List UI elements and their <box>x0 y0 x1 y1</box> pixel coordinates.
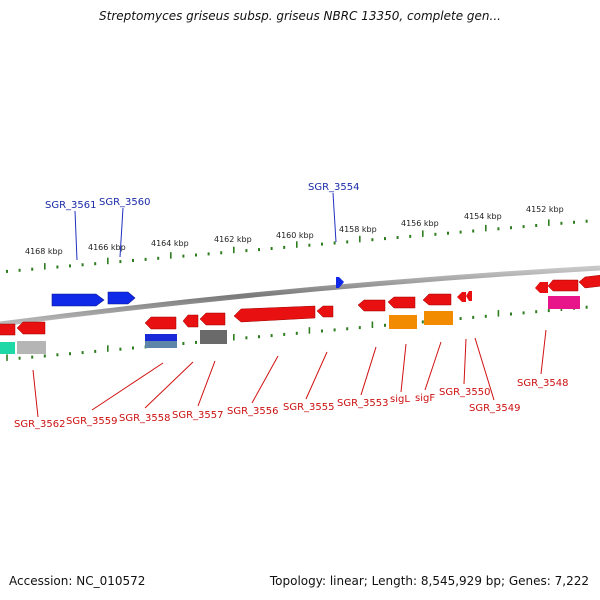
gene-SGR_3549[interactable] <box>466 291 472 301</box>
kbp-label: 4158 kbp <box>339 225 377 234</box>
scale-track-top <box>6 219 588 273</box>
gene-SGR_3548b[interactable] <box>547 279 579 292</box>
gene-label-SGR_3557[interactable]: SGR_3557 <box>172 410 224 421</box>
leader-line <box>360 346 377 396</box>
feature-blocks <box>0 296 580 354</box>
leader-line <box>305 351 328 400</box>
feature-block-orange-1[interactable] <box>389 315 417 329</box>
kbp-label: 4162 kbp <box>214 235 252 244</box>
gene-label-SGR_3550[interactable]: SGR_3550 <box>439 387 491 398</box>
genome-backbone <box>0 265 600 327</box>
gene-label-SGR_3560[interactable]: SGR_3560 <box>99 197 151 208</box>
kbp-label: 4156 kbp <box>401 219 439 228</box>
feature-block-grey-light[interactable] <box>17 341 46 354</box>
leader-line <box>540 329 547 375</box>
feature-block-slate[interactable] <box>145 341 177 348</box>
gene-label-SGR_3558[interactable]: SGR_3558 <box>119 413 171 424</box>
gene-label-SGR_3555[interactable]: SGR_3555 <box>283 402 335 413</box>
map-title: Streptomyces griseus subsp. griseus NBRC… <box>99 9 501 23</box>
gene-label-SGR_3556[interactable]: SGR_3556 <box>227 406 279 417</box>
gene-SGR_3556[interactable] <box>233 305 316 323</box>
kbp-labels: 4168 kbp 4166 kbp 4164 kbp 4162 kbp 4160… <box>25 205 564 256</box>
gene-label-SGR_3562[interactable]: SGR_3562 <box>14 419 66 430</box>
kbp-label: 4168 kbp <box>25 247 63 256</box>
gene-SGR_3560[interactable] <box>107 291 136 305</box>
gene-label-SGR_3554[interactable]: SGR_3554 <box>308 182 360 193</box>
top-gene-labels: SGR_3561 SGR_3560 SGR_3554 <box>45 182 360 211</box>
leader-line <box>119 207 124 258</box>
leader-line <box>400 343 407 393</box>
leader-line <box>74 210 78 261</box>
gene-SGR_3558[interactable] <box>182 314 199 328</box>
leader-line <box>332 192 337 243</box>
leader-line <box>197 360 216 407</box>
gene-label-sigF[interactable]: sigF <box>415 393 435 404</box>
kbp-label: 4160 kbp <box>276 231 314 240</box>
bottom-gene-labels: SGR_3562 SGR_3559 SGR_3558 SGR_3557 SGR_… <box>14 378 569 430</box>
bottom-leader-lines <box>32 329 547 418</box>
leader-line <box>144 361 194 409</box>
gene-SGR_3554[interactable] <box>336 277 344 288</box>
gene-SGR_3550[interactable] <box>457 292 466 302</box>
gene-SGR_3553[interactable] <box>357 299 386 312</box>
gene-SGR_3562b[interactable] <box>16 321 46 335</box>
leader-line <box>474 337 495 401</box>
gene-label-SGR_3549[interactable]: SGR_3549 <box>469 403 521 414</box>
gene-label-SGR_3548[interactable]: SGR_3548 <box>517 378 569 389</box>
leader-line <box>91 362 164 411</box>
gene-SGR_3555[interactable] <box>316 305 334 318</box>
gene-SGR_3548c[interactable] <box>578 274 600 289</box>
kbp-label: 4166 kbp <box>88 243 126 252</box>
feature-block-teal[interactable] <box>0 342 15 354</box>
kbp-label: 4152 kbp <box>526 205 564 214</box>
feature-block-magenta[interactable] <box>548 296 580 309</box>
kbp-label: 4164 kbp <box>151 239 189 248</box>
gene-label-sigL[interactable]: sigL <box>390 394 410 405</box>
gene-SGR_3548a[interactable] <box>535 282 548 293</box>
accession-text: Accession: NC_010572 <box>9 574 146 588</box>
gene-SGR_3561[interactable] <box>51 293 105 307</box>
gene-SGR_3562a[interactable] <box>0 323 16 336</box>
gene-sigF[interactable] <box>422 293 452 306</box>
reverse-strand-genes <box>0 274 600 336</box>
leader-line <box>251 355 279 404</box>
genome-summary-text: Topology: linear; Length: 8,545,929 bp; … <box>269 574 589 588</box>
gene-sigL[interactable] <box>387 296 416 309</box>
kbp-label: 4154 kbp <box>464 212 502 221</box>
feature-block-blue[interactable] <box>145 334 177 341</box>
gene-label-SGR_3561[interactable]: SGR_3561 <box>45 200 97 211</box>
gene-label-SGR_3559[interactable]: SGR_3559 <box>66 416 118 427</box>
leader-line <box>463 338 467 385</box>
leader-line <box>32 369 39 418</box>
gene-SGR_3557[interactable] <box>199 312 226 326</box>
gene-label-SGR_3553[interactable]: SGR_3553 <box>337 398 389 409</box>
top-leader-lines <box>74 192 337 261</box>
forward-strand-genes <box>51 277 344 307</box>
feature-block-dark-grey[interactable] <box>200 330 227 344</box>
feature-block-orange-2[interactable] <box>424 311 453 325</box>
leader-line <box>424 341 442 391</box>
gene-SGR_3559[interactable] <box>144 316 177 330</box>
